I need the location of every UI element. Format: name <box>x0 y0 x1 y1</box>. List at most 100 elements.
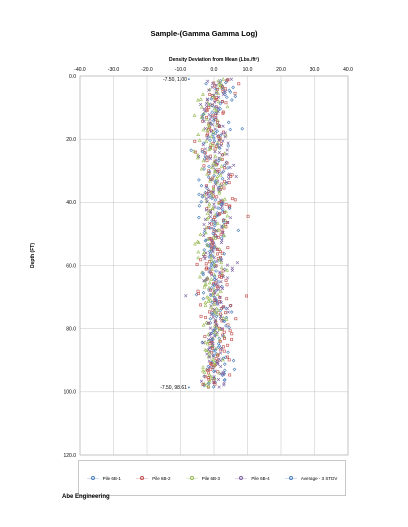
data-point <box>222 163 227 168</box>
data-point <box>211 385 216 389</box>
data-point <box>205 117 209 121</box>
data-point <box>202 285 207 289</box>
data-point <box>211 190 216 194</box>
data-point <box>207 102 212 107</box>
data-point <box>196 255 201 260</box>
x-tick-label: -30.0 <box>108 67 120 73</box>
legend-swatch <box>86 475 99 481</box>
data-point <box>219 346 224 351</box>
data-point <box>240 126 245 131</box>
data-point <box>230 332 234 336</box>
data-point <box>224 101 228 105</box>
data-point <box>221 370 225 374</box>
data-point <box>205 98 209 102</box>
data-point <box>200 148 204 152</box>
data-point <box>203 257 207 261</box>
data-point <box>211 365 215 369</box>
data-point <box>229 77 233 81</box>
x-tick-label: -20.0 <box>141 67 153 73</box>
data-point <box>212 283 216 288</box>
data-point <box>206 299 211 303</box>
data-point <box>202 233 206 238</box>
data-point <box>204 348 209 353</box>
data-point <box>208 310 211 314</box>
data-point <box>206 244 211 248</box>
data-point <box>209 134 214 139</box>
data-point <box>228 329 232 333</box>
data-point <box>209 265 213 270</box>
data-point <box>203 375 207 379</box>
data-point <box>226 355 229 359</box>
data-point <box>221 169 226 174</box>
data-point <box>199 200 204 204</box>
x-tick-label: -10.0 <box>175 67 187 73</box>
legend-swatch <box>136 475 149 481</box>
data-point <box>228 216 233 220</box>
legend-swatch <box>284 475 297 481</box>
data-point <box>208 117 212 121</box>
data-point <box>209 277 214 281</box>
data-point <box>211 354 215 358</box>
data-point <box>207 270 212 274</box>
y-tick-label: 20.0 <box>66 137 76 143</box>
data-point <box>222 319 227 324</box>
data-point <box>214 264 218 269</box>
data-point <box>197 204 202 208</box>
data-point <box>207 373 212 377</box>
data-point <box>207 147 211 152</box>
data-point <box>210 85 214 89</box>
data-point <box>203 282 207 287</box>
data-point <box>212 256 216 260</box>
data-point <box>217 158 221 163</box>
data-point <box>205 128 210 133</box>
legend-label: Pile 6B-2 <box>152 475 171 481</box>
data-points <box>184 77 250 389</box>
data-point <box>219 307 223 311</box>
data-point <box>231 358 236 363</box>
data-point <box>206 321 210 325</box>
data-point <box>200 195 205 199</box>
data-point <box>217 171 222 176</box>
data-point <box>205 200 209 204</box>
data-point <box>221 124 225 128</box>
data-point <box>223 80 228 85</box>
data-point <box>207 170 212 174</box>
data-point <box>189 148 194 153</box>
data-point <box>201 272 206 277</box>
data-point <box>206 364 211 369</box>
data-point <box>226 343 230 347</box>
data-point <box>233 198 237 202</box>
data-point <box>207 226 212 230</box>
data-point <box>209 288 212 292</box>
data-point <box>215 332 219 337</box>
data-point <box>215 174 220 178</box>
data-point <box>205 243 210 247</box>
data-point <box>246 214 250 218</box>
data-point <box>228 90 233 94</box>
data-point <box>214 357 218 361</box>
data-point <box>225 306 230 311</box>
data-point <box>226 144 231 148</box>
data-point <box>205 211 210 215</box>
data-point <box>208 260 211 264</box>
data-point <box>210 222 213 226</box>
data-point <box>221 208 225 212</box>
data-point <box>214 180 219 185</box>
data-point <box>214 229 219 233</box>
x-tick-label: 40.0 <box>343 67 353 73</box>
data-point <box>207 378 212 383</box>
data-point <box>211 249 215 254</box>
data-point <box>218 316 223 321</box>
data-point <box>217 135 221 139</box>
data-point <box>204 251 208 255</box>
data-point <box>215 195 219 199</box>
data-point <box>226 350 230 355</box>
data-point <box>219 240 224 245</box>
x-tick-label: 0.0 <box>211 67 218 73</box>
data-point <box>222 151 227 155</box>
data-point <box>222 337 226 340</box>
data-point <box>218 106 222 111</box>
data-point <box>216 284 220 288</box>
data-point <box>207 346 211 350</box>
data-point <box>208 333 212 337</box>
